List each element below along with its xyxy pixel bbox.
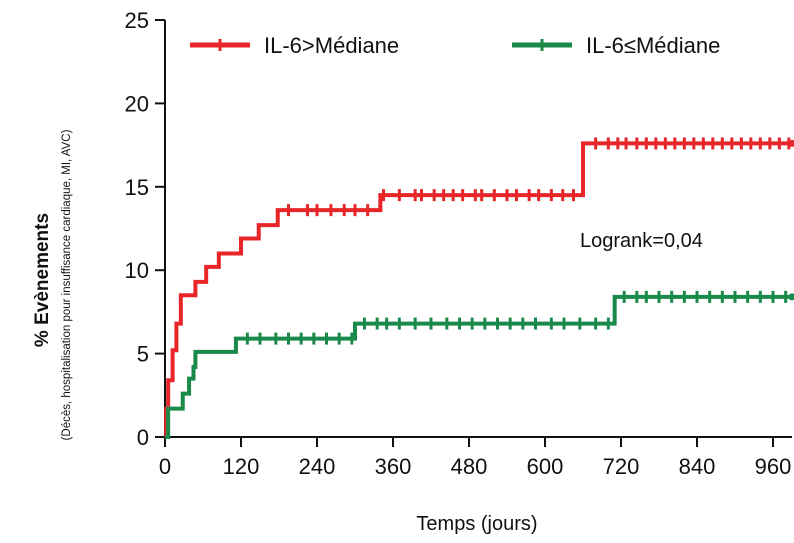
series-2 [165, 290, 794, 439]
x-tick-label: 480 [451, 454, 488, 479]
x-tick-label: 0 [159, 454, 171, 479]
y-tick-label: 25 [125, 8, 149, 33]
legend: IL-6>Médiane IL-6≤Médiane [190, 33, 720, 58]
legend-item-1: IL-6>Médiane [190, 33, 399, 58]
y-tick-label: 10 [125, 258, 149, 283]
x-tick-label: 360 [375, 454, 412, 479]
series-line [165, 294, 792, 439]
legend-label: IL-6>Médiane [264, 33, 399, 58]
series-1 [164, 137, 794, 439]
series-end-point [788, 139, 794, 147]
x-tick-label: 720 [603, 454, 640, 479]
y-axis-sublabel: (Décès, hospitalisation pour insuffisanc… [61, 129, 73, 440]
y-tick-label: 20 [125, 91, 149, 116]
axes: 0 5 10 15 20 25 0 120 240 360 480 600 720 840 960 [125, 8, 792, 479]
x-axis-label: Temps (jours) [416, 513, 537, 535]
x-tick-label: 960 [755, 454, 792, 479]
x-tick-label: 840 [679, 454, 716, 479]
series-group [164, 137, 794, 439]
x-tick-label: 600 [527, 454, 564, 479]
y-tick-label: 5 [137, 342, 149, 367]
legend-item-2: IL-6≤Médiane [512, 33, 720, 58]
y-axis-title: % Evènements (Décès, hospitalisation pou… [32, 129, 73, 440]
x-tick-label: 240 [299, 454, 336, 479]
y-tick-label: 0 [137, 425, 149, 450]
logrank-annotation: Logrank=0,04 [580, 230, 703, 252]
y-axis-label: % Evènements [32, 213, 53, 347]
legend-label: IL-6≤Médiane [586, 33, 720, 58]
series-end-point [788, 293, 794, 301]
y-tick-label: 15 [125, 175, 149, 200]
series-line [164, 141, 792, 439]
x-tick-label: 120 [223, 454, 260, 479]
